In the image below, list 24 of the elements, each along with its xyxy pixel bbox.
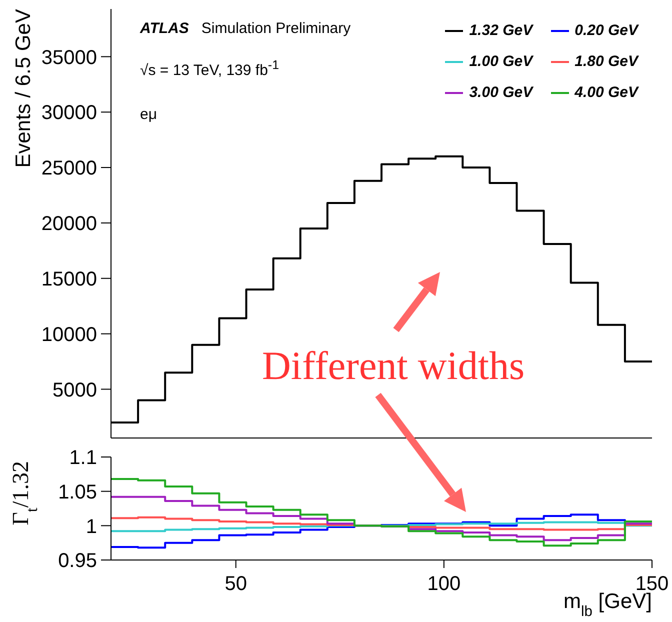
y-tick-label: 5000 — [52, 379, 97, 402]
x-tick-label: 50 — [224, 573, 247, 596]
y-tick-label: 1.05 — [58, 481, 97, 504]
y-axis-title: Events / 6.5 GeV — [12, 9, 35, 168]
y-tick-label: 0.95 — [58, 550, 97, 572]
annotation: ATLAS Simulation Preliminary — [140, 20, 351, 37]
y-tick-label: 15000 — [41, 268, 97, 290]
text: 1.80 GeV — [574, 53, 638, 70]
annotation: Different widths — [262, 342, 525, 389]
legend-label: 1.32 GeV — [469, 22, 533, 39]
y-tick-label: 35000 — [41, 46, 97, 69]
y-tick-label: 1 — [86, 516, 97, 538]
text: 4.00 GeV — [574, 84, 638, 101]
text: 3.00 GeV — [469, 84, 533, 101]
y-tick-label: 10000 — [41, 324, 97, 346]
y-tick-label: 20000 — [41, 213, 97, 236]
annotation: eμ — [140, 106, 157, 123]
x-tick-label: 100 — [427, 573, 461, 596]
y-tick-label: 30000 — [41, 102, 97, 124]
y-tick-label: 1.1 — [69, 447, 97, 470]
text: 1.00 GeV — [469, 53, 533, 70]
text: 0.20 GeV — [574, 22, 638, 39]
y-tick-label: 25000 — [41, 158, 97, 180]
annotation: √s = 13 TeV, 139 fb$^{-1}$ — [140, 58, 280, 79]
